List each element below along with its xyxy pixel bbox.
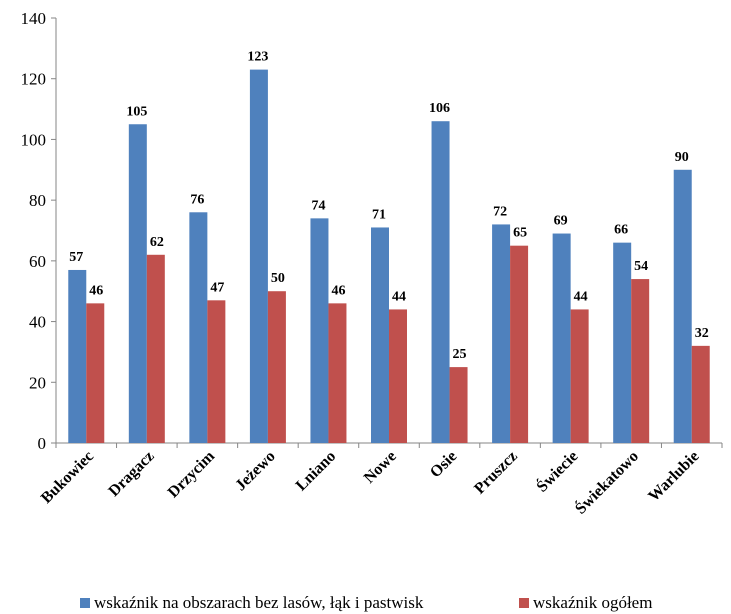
y-tick-label: 40 [29,313,46,332]
bar-series-1 [431,121,450,443]
bar-series-1 [128,124,147,443]
x-tick-label: Pruszcz [471,448,521,498]
bar-series-2 [207,300,226,443]
data-label-series-2: 25 [453,347,467,362]
bar-series-1 [613,242,632,443]
data-label-series-1: 106 [429,101,450,116]
data-label-series-2: 54 [634,259,648,274]
data-label-series-2: 44 [392,289,406,304]
y-tick-label: 100 [21,130,47,149]
data-label-series-1: 57 [69,250,83,265]
x-tick-label: Nowe [361,448,400,487]
data-label-series-2: 46 [331,283,345,298]
bar-series-2 [389,309,407,443]
data-label-series-2: 44 [574,289,588,304]
x-tick-label: Świekatowo [571,446,642,517]
x-tick-label: Jeżewo [232,448,279,495]
data-label-series-1: 74 [311,198,325,213]
x-axis: Bukowiec Dragacz Drzycim Jeżewo Lniano Nowe Os… [38,443,723,518]
legend-item-series-1: wskaźnik na obszarach bez lasów, łąk i p… [80,593,423,613]
y-tick-label: 60 [29,252,46,271]
data-label-series-1: 66 [614,223,628,238]
data-label-series-1: 90 [675,150,689,165]
y-tick-label: 20 [29,373,46,392]
bar-series-1 [371,227,389,443]
x-tick-label: Świecie [532,446,581,495]
x-tick-label: Dragacz [105,448,157,500]
legend: wskaźnik na obszarach bez lasów, łąk i p… [0,593,731,613]
bar-series-2 [631,279,650,443]
bars [68,69,710,444]
legend-item-series-2: wskaźnik ogółem [519,593,652,613]
y-tick-label: 140 [21,9,47,28]
bar-series-1 [249,69,268,443]
y-tick-label: 80 [29,191,46,210]
bar-series-2 [449,367,468,443]
bar-series-2 [691,345,710,443]
data-label-series-2: 47 [210,280,224,295]
data-label-series-1: 71 [372,207,386,222]
x-tick-label: Osie [427,448,460,481]
data-label-series-1: 105 [126,104,147,119]
legend-label-series-2: wskaźnik ogółem [533,593,653,612]
data-label-series-2: 32 [695,326,709,341]
data-label-series-2: 46 [89,283,103,298]
data-label-series-2: 50 [271,271,285,286]
bar-series-1 [673,169,692,444]
legend-swatch-series-1 [80,598,90,608]
x-tick-label: Drzycim [165,447,219,501]
data-label-series-1: 123 [247,50,268,65]
bar-series-2 [570,309,589,443]
bar-series-1 [189,212,208,443]
x-tick-label: Warlubie [645,448,702,505]
bar-series-2 [328,303,347,443]
data-label-series-1: 72 [493,204,507,219]
y-axis: 0 20 40 60 80 100 120 140 [21,9,722,453]
legend-label-series-1: wskaźnik na obszarach bez lasów, łąk i p… [94,593,424,612]
data-label-series-2: 65 [513,226,527,241]
bar-series-1 [492,224,511,443]
data-label-series-1: 69 [554,214,568,229]
bar-series-2 [146,254,165,443]
bar-series-1 [310,218,329,443]
y-tick-label: 120 [21,70,47,89]
x-tick-label: Bukowiec [38,448,97,507]
y-tick-label: 0 [38,434,47,453]
bar-series-2 [510,245,529,443]
legend-swatch-series-2 [519,598,529,608]
bar-series-1 [552,233,571,443]
bar-series-2 [267,291,286,443]
data-label-series-1: 76 [190,192,204,207]
data-label-series-2: 62 [150,235,164,250]
bar-series-1 [68,269,87,443]
bar-series-2 [86,303,105,443]
data-labels: 57 46 105 62 76 47 123 50 74 46 71 44 106 25 72 65 69 44 6… [69,50,708,363]
x-tick-label: Lniano [293,448,340,495]
